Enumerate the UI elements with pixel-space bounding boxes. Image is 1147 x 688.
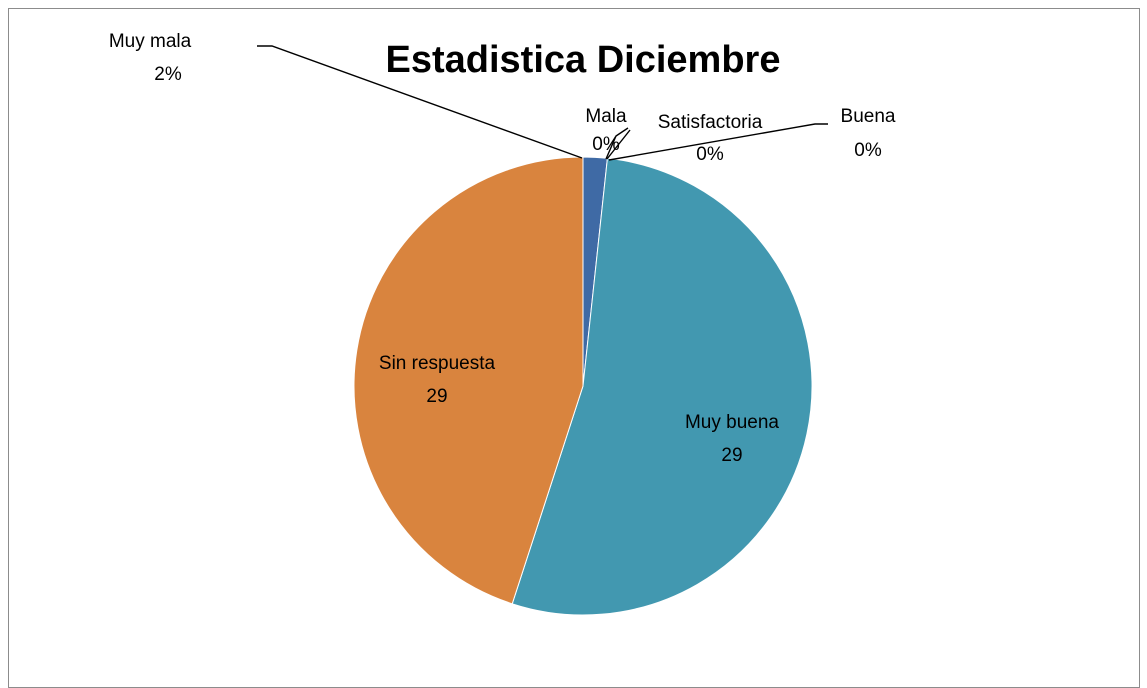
slice-value-sin-respuesta: 29 — [426, 386, 447, 407]
slice-label-mala: Mala — [585, 106, 627, 127]
slice-label-muy-mala: Muy mala — [109, 31, 192, 52]
slice-value-buena: 0% — [854, 140, 882, 161]
slice-value-muy-buena: 29 — [721, 445, 742, 466]
pie-slice-sin-respuesta — [353, 156, 584, 605]
slice-value-muy-mala: 2% — [154, 64, 182, 85]
slice-value-satisfactoria: 0% — [696, 144, 724, 165]
leader-line-muy-mala — [257, 45, 583, 159]
leader-line-satisfactoria — [606, 129, 631, 160]
data-labels: Muy mala 2% Mala 0% Satisfactoria 0% Buena 0% Mu… — [109, 31, 896, 466]
chart-title: Estadistica Diciembre — [386, 39, 781, 81]
leader-line-buena — [608, 123, 828, 161]
slice-label-satisfactoria: Satisfactoria — [658, 112, 763, 133]
slice-value-mala: 0% — [592, 134, 620, 155]
slice-label-muy-buena: Muy buena — [685, 412, 779, 433]
slice-label-buena: Buena — [841, 106, 896, 127]
leader-lines — [257, 45, 828, 161]
pie-slice-muy-buena — [511, 157, 813, 616]
slice-label-sin-respuesta: Sin respuesta — [379, 353, 496, 374]
leader-line-mala — [605, 127, 629, 160]
pie-slices — [353, 156, 813, 616]
